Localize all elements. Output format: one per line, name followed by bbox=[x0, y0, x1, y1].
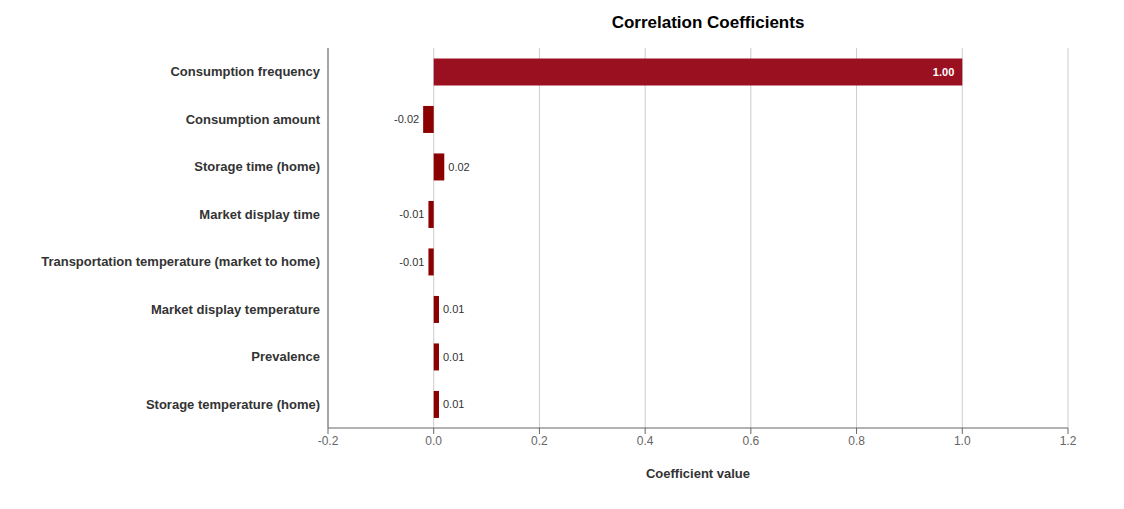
svg-text:Coefficient value: Coefficient value bbox=[646, 466, 750, 481]
svg-text:-0.01: -0.01 bbox=[399, 208, 424, 220]
svg-text:0.8: 0.8 bbox=[848, 434, 865, 448]
svg-text:0.4: 0.4 bbox=[637, 434, 654, 448]
svg-text:1.2: 1.2 bbox=[1060, 434, 1077, 448]
svg-text:Market display time: Market display time bbox=[199, 207, 320, 222]
svg-text:0.01: 0.01 bbox=[443, 303, 464, 315]
svg-text:0.2: 0.2 bbox=[531, 434, 548, 448]
svg-text:0.0: 0.0 bbox=[425, 434, 442, 448]
svg-text:0.01: 0.01 bbox=[443, 398, 464, 410]
html-text:Correlation Coefficients: Correlation Coefficients bbox=[611, 13, 805, 32]
svg-text:Consumption frequency: Consumption frequency bbox=[170, 64, 320, 79]
svg-text:Consumption amount: Consumption amount bbox=[186, 112, 321, 127]
svg-text:Market display temperature: Market display temperature bbox=[151, 302, 320, 317]
svg-text:-0.2: -0.2 bbox=[318, 434, 339, 448]
svg-text:1.00: 1.00 bbox=[933, 66, 954, 78]
svg-text:Storage temperature (home): Storage temperature (home) bbox=[146, 397, 320, 412]
svg-text:Storage time (home): Storage time (home) bbox=[194, 159, 320, 174]
svg-text:Prevalence: Prevalence bbox=[251, 349, 320, 364]
svg-text:0.02: 0.02 bbox=[448, 161, 469, 173]
svg-text:0.6: 0.6 bbox=[743, 434, 760, 448]
svg-text:1.0: 1.0 bbox=[954, 434, 971, 448]
svg-text:-0.01: -0.01 bbox=[399, 256, 424, 268]
svg-text:-0.02: -0.02 bbox=[394, 113, 419, 125]
svg-text:0.01: 0.01 bbox=[443, 351, 464, 363]
svg-text:Transportation temperature (ma: Transportation temperature (market to ho… bbox=[41, 254, 320, 269]
